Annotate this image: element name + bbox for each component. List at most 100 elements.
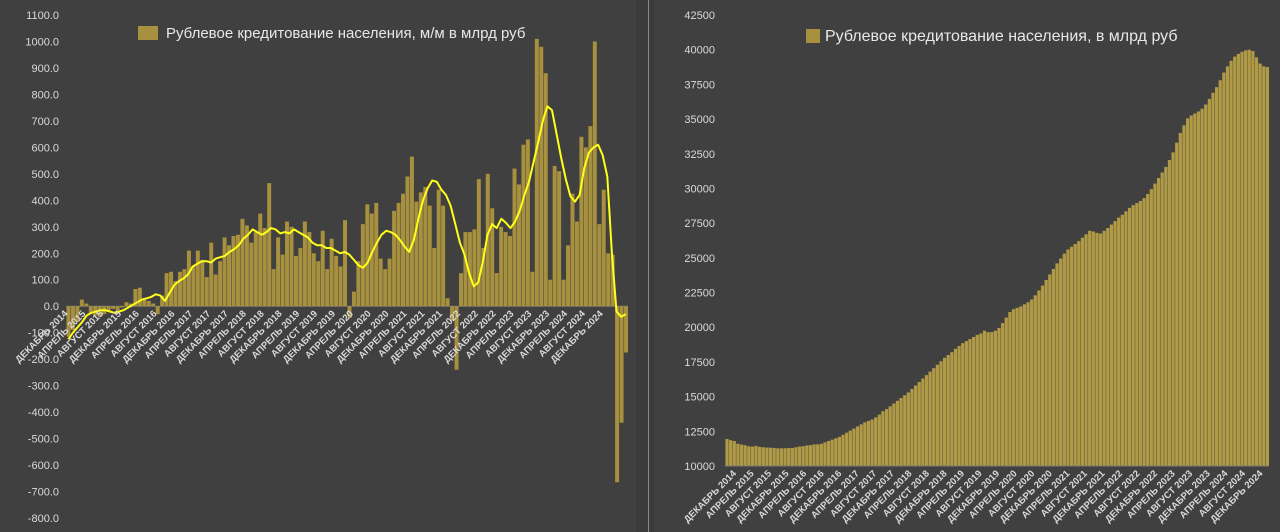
bar xyxy=(888,406,892,466)
bar xyxy=(1080,237,1085,466)
y-tick-label: 32500 xyxy=(684,149,715,161)
bar xyxy=(467,232,472,307)
bar xyxy=(1193,113,1197,466)
bar xyxy=(841,434,845,466)
bar xyxy=(1077,241,1081,466)
bar xyxy=(754,445,758,466)
bar xyxy=(356,261,361,307)
bar xyxy=(574,221,579,307)
bar xyxy=(79,299,84,307)
bar xyxy=(151,303,156,307)
bar xyxy=(874,417,878,466)
bar xyxy=(866,420,871,466)
bar xyxy=(906,392,910,466)
bar xyxy=(1022,304,1027,466)
bar xyxy=(271,269,276,307)
bar xyxy=(133,289,138,307)
bar xyxy=(1178,132,1182,466)
bar xyxy=(1189,115,1193,466)
y-tick-label: 700.0 xyxy=(31,116,59,128)
bar xyxy=(195,250,200,307)
bar xyxy=(845,432,849,466)
bar xyxy=(917,382,921,466)
bar xyxy=(1055,263,1059,466)
bar xyxy=(758,446,762,466)
bar xyxy=(583,147,588,307)
bar xyxy=(338,266,343,307)
bar xyxy=(253,232,258,307)
bar xyxy=(1207,98,1211,466)
bar xyxy=(1015,307,1019,466)
bar xyxy=(870,419,874,466)
bar xyxy=(450,306,455,321)
legend-swatch-total xyxy=(806,29,820,43)
bar xyxy=(928,371,932,466)
bar xyxy=(1059,258,1063,466)
bar xyxy=(392,210,397,307)
bar xyxy=(935,364,939,466)
bar xyxy=(516,184,521,307)
bar xyxy=(120,306,124,308)
bar xyxy=(1037,290,1041,466)
bar xyxy=(191,266,196,307)
bar xyxy=(1051,268,1056,466)
bar xyxy=(892,403,896,466)
trend-line xyxy=(67,105,627,340)
bar xyxy=(1048,274,1052,466)
bar xyxy=(943,357,947,466)
y-tick-label: 25000 xyxy=(684,253,715,265)
bar xyxy=(899,398,903,466)
bar xyxy=(610,254,615,307)
bar xyxy=(579,136,584,307)
bar xyxy=(1117,217,1121,466)
bar xyxy=(182,269,187,307)
bar xyxy=(543,73,548,307)
bar xyxy=(819,443,823,466)
bar xyxy=(360,224,365,307)
bar xyxy=(481,247,486,307)
bar xyxy=(209,242,214,307)
bar xyxy=(347,306,352,319)
bar xyxy=(1225,66,1230,467)
bar xyxy=(968,339,972,466)
bar xyxy=(1102,230,1106,466)
bar xyxy=(619,306,624,423)
bar xyxy=(837,436,842,466)
bar xyxy=(378,258,383,307)
legend-label-monthly: Рублевое кредитование населения, м/м в м… xyxy=(166,25,525,42)
y-tick-label: 20000 xyxy=(684,322,715,334)
legend-swatch-monthly xyxy=(138,26,158,40)
bar xyxy=(307,232,312,307)
bar xyxy=(235,234,240,307)
bar xyxy=(1251,51,1255,466)
bar xyxy=(997,327,1001,466)
bar xyxy=(1240,51,1244,467)
bar xyxy=(982,330,987,466)
bar xyxy=(993,330,997,466)
bar xyxy=(1211,92,1215,467)
bar xyxy=(454,306,459,370)
bar xyxy=(592,41,597,307)
bar xyxy=(1160,172,1164,466)
y-tick-label: 40000 xyxy=(684,45,715,57)
y-tick-label: 37500 xyxy=(684,79,715,91)
y-tick-label: 300.0 xyxy=(31,222,59,234)
bar xyxy=(414,201,419,307)
bar xyxy=(329,238,334,307)
bar xyxy=(160,295,165,307)
bar xyxy=(557,171,562,307)
bar xyxy=(383,269,388,307)
bar xyxy=(88,306,93,313)
bar xyxy=(155,306,160,315)
bar xyxy=(972,336,976,466)
bar xyxy=(1135,203,1139,467)
bar xyxy=(859,424,863,466)
bar xyxy=(566,245,571,307)
bar xyxy=(561,279,566,307)
bar xyxy=(816,444,820,466)
y-tick-label: 200.0 xyxy=(31,248,59,260)
bar xyxy=(848,430,852,466)
bar xyxy=(258,213,263,307)
bar xyxy=(285,221,290,307)
